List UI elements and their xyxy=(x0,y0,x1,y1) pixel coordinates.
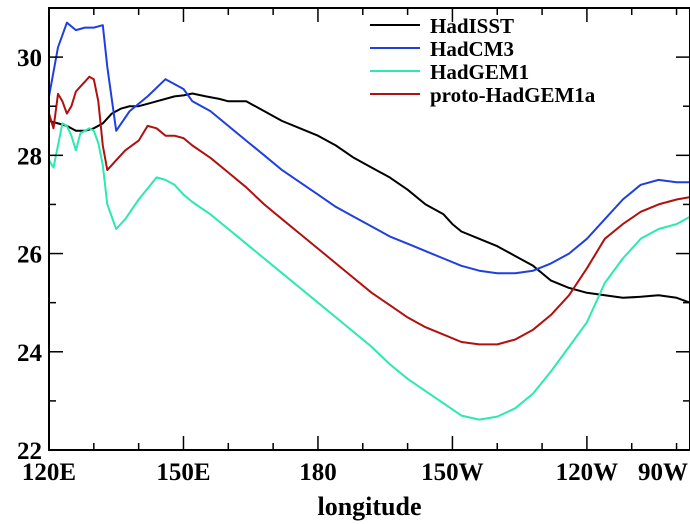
x-tick-label: 90W xyxy=(638,459,688,486)
legend-label: HadISST xyxy=(430,14,514,38)
plot-frame xyxy=(48,7,690,451)
x-tick-label: 120W xyxy=(556,459,619,486)
legend-label: HadGEM1 xyxy=(430,60,529,84)
series-line-hadisst xyxy=(49,92,690,304)
legend-label: proto-HadGEM1a xyxy=(430,83,596,107)
tick-labels: 22 24 26 28 30 120E 150E 180 150W 120W 90W xyxy=(17,45,688,486)
x-tick-label: 150W xyxy=(421,459,484,486)
y-tick-label: 30 xyxy=(17,45,42,72)
y-tick-label: 24 xyxy=(17,340,43,367)
y-tick-label: 22 xyxy=(17,438,42,465)
y-tick-label: 28 xyxy=(17,143,42,170)
x-tick-label: 120E xyxy=(22,459,76,486)
legend-label: HadCM3 xyxy=(430,37,514,61)
series-line-proto-hadgem1a xyxy=(49,75,690,346)
x-tick-label: 180 xyxy=(299,459,337,486)
ticks-layer xyxy=(48,7,690,451)
series-line-hadcm3 xyxy=(49,21,690,275)
series-line-hadgem1 xyxy=(49,122,690,421)
x-axis-title: longitude xyxy=(317,492,421,521)
series-layer xyxy=(49,21,690,421)
x-tick-label: 150E xyxy=(156,459,210,486)
y-tick-label: 26 xyxy=(17,242,42,269)
